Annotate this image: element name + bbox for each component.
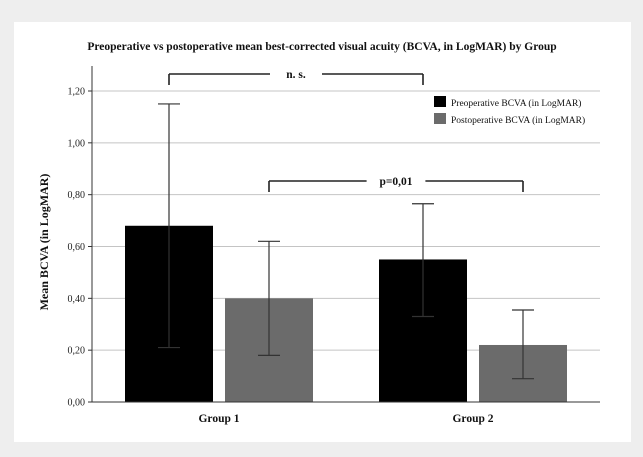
y-tick-label: 0,40 bbox=[68, 294, 86, 305]
bars bbox=[125, 103, 567, 402]
legend: Preoperative BCVA (in LogMAR) Postoperati… bbox=[434, 96, 585, 126]
significance-label: n. s. bbox=[286, 69, 306, 81]
significance-annotations: n. s. p=0,01 bbox=[168, 69, 524, 192]
x-tick-label: Group 2 bbox=[452, 413, 493, 425]
significance-label: p=0,01 bbox=[379, 176, 412, 188]
y-tick-label: 0,60 bbox=[68, 242, 86, 253]
chart-title: Preoperative vs postoperative mean best-… bbox=[87, 41, 556, 53]
legend-label: Postoperative BCVA (in LogMAR) bbox=[451, 115, 585, 126]
legend-swatch bbox=[434, 96, 446, 107]
axes: 0,00 0,20 0,40 0,60 0,80 1,00 1,20 Group 1 Group… bbox=[68, 66, 600, 425]
y-tick-label: 1,20 bbox=[68, 87, 86, 98]
legend-label: Preoperative BCVA (in LogMAR) bbox=[451, 98, 581, 109]
y-tick-label: 0,00 bbox=[68, 398, 86, 409]
y-tick-label: 0,80 bbox=[68, 190, 86, 201]
legend-swatch bbox=[434, 113, 446, 124]
y-tick-label: 0,20 bbox=[68, 346, 86, 357]
y-tick-label: 1,00 bbox=[68, 138, 86, 149]
x-tick-label: Group 1 bbox=[198, 413, 239, 425]
y-axis-label: Mean BCVA (in LogMAR) bbox=[37, 174, 51, 311]
